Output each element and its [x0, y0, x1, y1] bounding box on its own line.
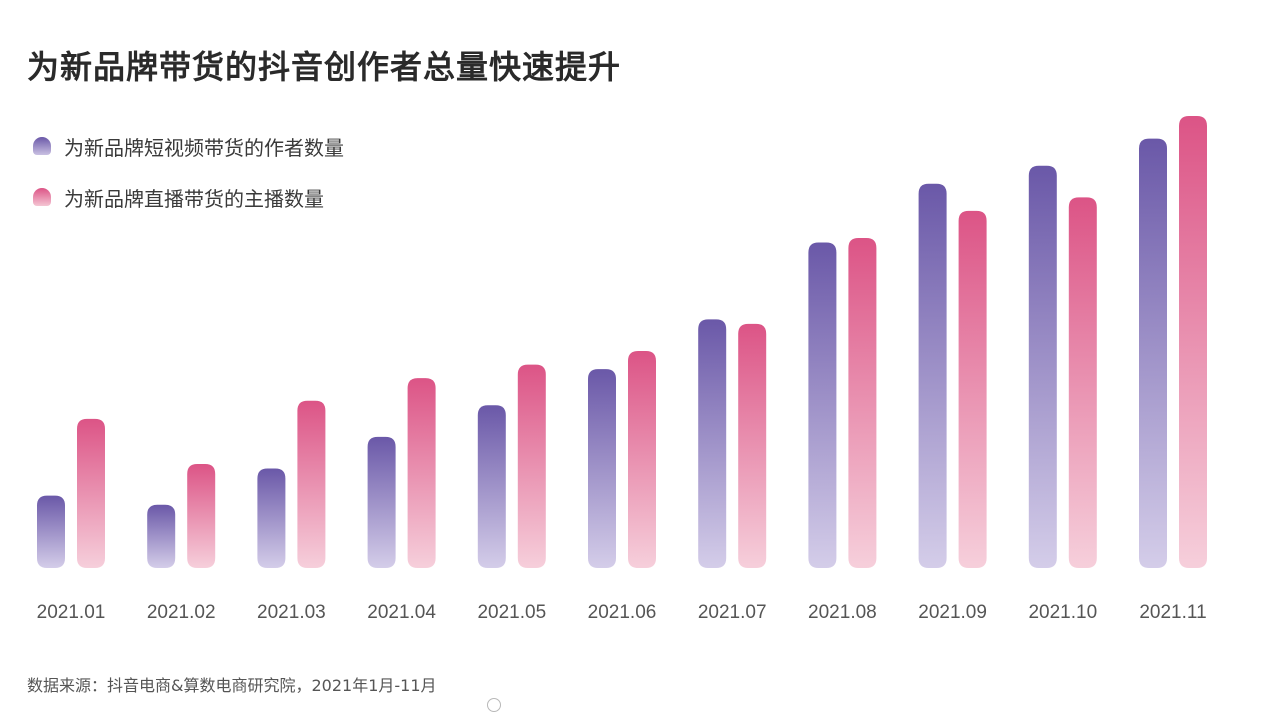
legend: 为新品牌短视频带货的作者数量 为新品牌直播带货的主播数量 [33, 130, 344, 232]
x-axis-labels: 2021.01 2021.02 2021.03 2021.04 2021.05 2021.… [37, 602, 1207, 623]
bar-video-authors [367, 436, 396, 568]
chart-title: 为新品牌带货的抖音创作者总量快速提升 [27, 48, 622, 86]
legend-item-live-hosts: 为新品牌直播带货的主播数量 [33, 181, 344, 213]
data-source-note: 数据来源：抖音电商&算数电商研究院，2021年1月-11月 [27, 676, 437, 695]
page-indicator-icon [487, 698, 501, 712]
bar-video-authors [698, 319, 727, 568]
bar-live-hosts [297, 400, 326, 568]
x-tick-label: 2021.08 [808, 602, 877, 623]
bar-live-hosts [958, 210, 987, 569]
legend-swatch-pink [33, 188, 51, 206]
bar-video-authors [477, 405, 506, 568]
bar-video-authors [918, 183, 947, 569]
x-tick-label: 2021.06 [588, 602, 657, 623]
legend-item-video-authors: 为新品牌短视频带货的作者数量 [33, 130, 344, 162]
bar-video-authors [147, 504, 176, 568]
bars-group [37, 116, 1207, 569]
bar-video-authors [808, 242, 837, 568]
x-tick-label: 2021.10 [1028, 602, 1097, 623]
x-tick-label: 2021.07 [698, 602, 767, 623]
bar-live-hosts [517, 364, 546, 568]
bar-live-hosts [738, 323, 767, 568]
bar-live-hosts [848, 238, 877, 569]
bar-live-hosts [187, 464, 216, 568]
x-tick-label: 2021.01 [37, 602, 106, 623]
x-tick-label: 2021.09 [918, 602, 987, 623]
x-tick-label: 2021.02 [147, 602, 216, 623]
bar-video-authors [37, 495, 65, 568]
bar-live-hosts [1179, 116, 1207, 568]
x-tick-label: 2021.05 [477, 602, 546, 623]
legend-label-live-hosts: 为新品牌直播带货的主播数量 [64, 186, 324, 211]
bar-live-hosts [628, 351, 656, 568]
bar-live-hosts [407, 378, 436, 568]
x-tick-label: 2021.04 [367, 602, 436, 623]
x-tick-label: 2021.11 [1139, 602, 1206, 623]
bar-live-hosts [1068, 197, 1097, 569]
bar-video-authors [257, 468, 286, 568]
bar-video-authors [1028, 165, 1057, 568]
legend-label-video-authors: 为新品牌短视频带货的作者数量 [64, 135, 344, 160]
bar-video-authors [588, 369, 616, 568]
bar-live-hosts [77, 418, 105, 568]
x-tick-label: 2021.03 [257, 602, 326, 623]
bar-video-authors [1139, 138, 1167, 568]
legend-swatch-purple [33, 137, 51, 155]
